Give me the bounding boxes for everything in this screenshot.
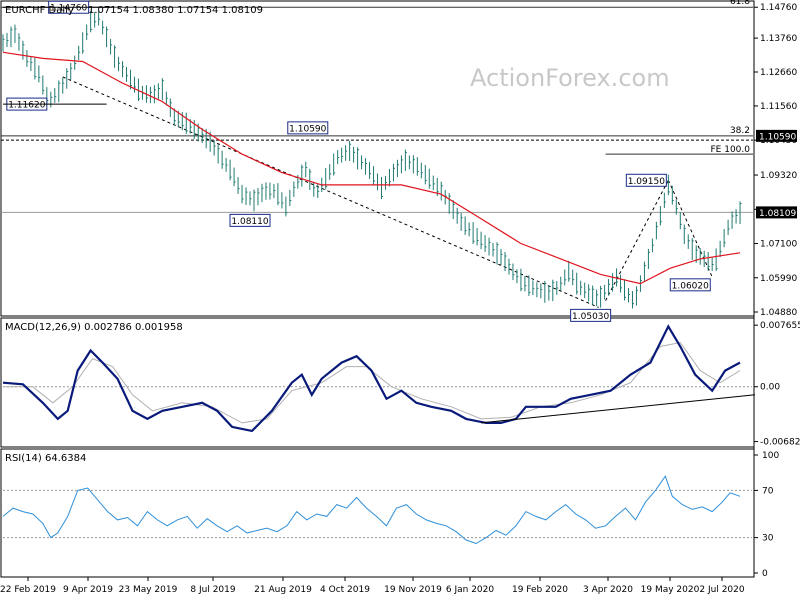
x-axis-label: 6 Jan 2020 [446,585,494,595]
x-axis-label: 23 May 2019 [119,585,178,595]
rsi-title: RSI(14) 64.6384 [5,453,86,464]
price-y-tick-label: 1.13760 [760,34,797,44]
price-annotation-label: 1.06020 [672,281,709,291]
x-axis-label: 21 Aug 2019 [254,585,312,595]
price-y-tick-label: 1.11560 [760,102,797,112]
x-axis-label: 19 May 2020 [641,585,700,595]
rsi-y-tick-label: 100 [762,451,779,461]
price-annotation-label: 1.10590 [289,124,326,134]
x-axis-label: 22 Feb 2019 [0,585,56,595]
x-axis-label: 19 Feb 2020 [512,585,568,595]
rsi-y-tick-label: 0 [762,569,768,579]
price-annotation-box [625,173,667,187]
header-symbol: EURCHF Daily [5,5,74,16]
price-annotation-box [287,121,329,135]
x-axis-label: 2 Jul 2020 [699,585,744,595]
price-annotation-label: 1.05030 [572,312,609,322]
price-annotation-box [229,213,271,227]
macd-title: MACD(12,26,9) 0.002786 0.001958 [5,322,183,333]
price-annotation-box [669,278,711,292]
rsi-panel-frame [0,448,755,578]
price-y-tick-label: 1.12660 [760,68,797,78]
price-y-tick-label: 1.14760 [760,3,797,13]
watermark: ActionForex.com [470,64,670,92]
macd-y-tick-label: 0.007655 [760,321,800,331]
last-price-box [756,206,797,219]
price-y-tick-label: 1.09320 [760,171,797,181]
trend-line-up [605,180,669,301]
price-y-tick-label: 1.07100 [760,240,797,250]
price-panel-frame [0,0,755,317]
rsi-line [2,475,741,545]
x-axis-label: 3 Apr 2020 [583,585,633,595]
fib-label-38-2: 38.2 [730,126,750,136]
macd-line [2,324,741,433]
macd-y-tick-label: -0.006822 [760,438,800,448]
fe-label: FE 100.0 [711,145,751,155]
macd-trendline [481,394,756,424]
x-axis-label: 9 Apr 2019 [63,585,113,595]
price-y-tick-label: 1.04880 [760,308,797,318]
price-annotation-label: 1.14760 [50,4,87,14]
trend-line-down [62,76,599,308]
rsi-y-tick-label: 30 [762,534,774,544]
last-price-label: 1.08109 [759,209,796,219]
price-annotation-box [570,308,612,322]
level-tag-box [756,129,797,142]
level-tag-label: 1.10590 [759,132,796,142]
macd-signal-line [3,341,741,424]
fib-label-61-8: 61.8 [730,0,750,7]
x-axis-label: 8 Jul 2019 [190,585,235,595]
rsi-y-tick-label: 70 [762,486,774,496]
price-annotation-label: 1.08110 [231,217,268,227]
price-annotation-label: 1.11620 [8,101,45,111]
price-y-tick-label: 1.05990 [760,274,797,284]
macd-y-tick-label: 0.00 [760,383,780,393]
price-annotation-label: 1.09150 [628,177,665,187]
x-axis-label: 19 Nov 2019 [384,585,442,595]
moving-average-line [2,51,741,285]
header-ohlc: 1.07154 1.08380 1.07154 1.08109 [88,5,263,16]
x-axis-label: 4 Oct 2019 [320,585,370,595]
